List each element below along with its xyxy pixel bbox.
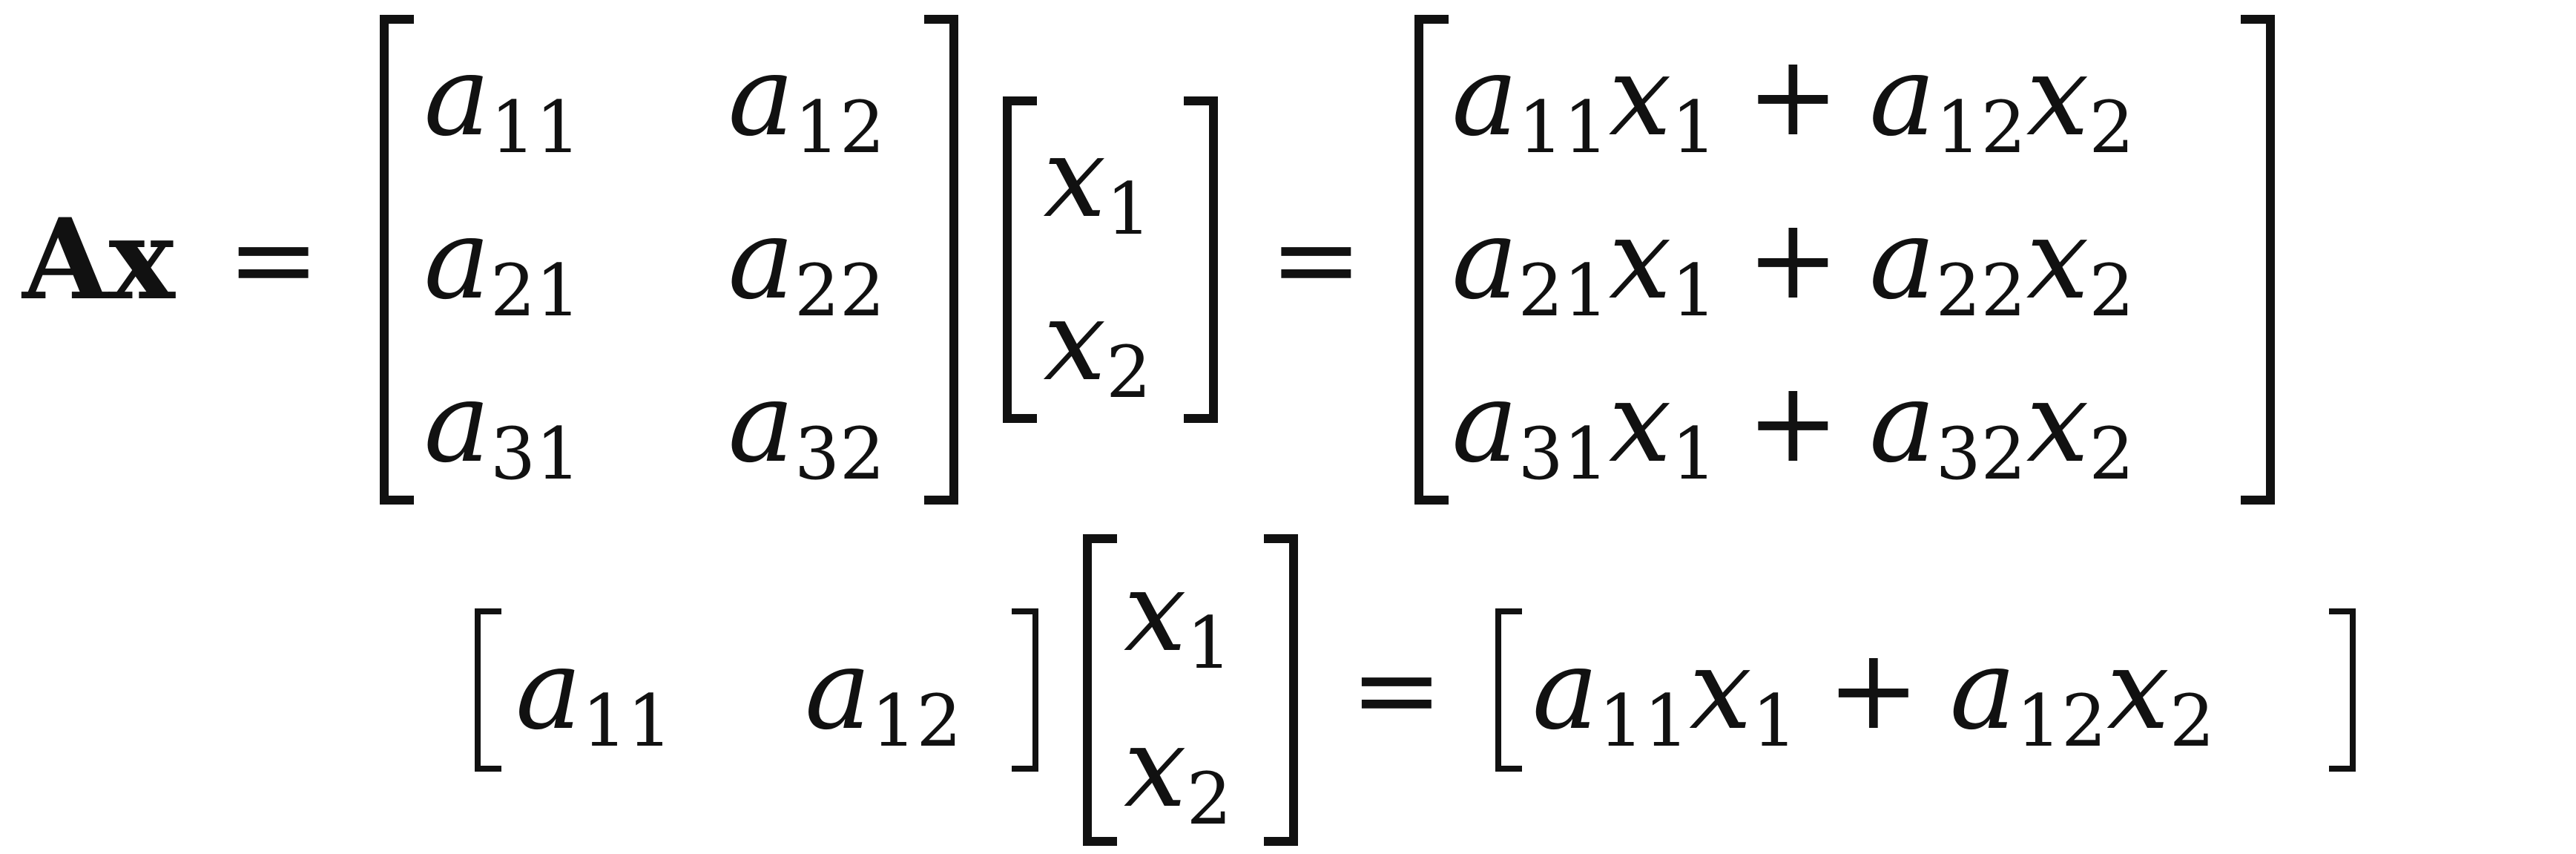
result-entry: a11x1 + a12x2 — [1452, 32, 2135, 169]
vector-x: x1 x2 — [1002, 96, 1218, 423]
entry-symbol: x2 — [2106, 625, 2215, 763]
result-entry: a31x1 + a32x2 — [1452, 358, 2135, 496]
entry-symbol: x2 — [2026, 32, 2135, 169]
matrix-entry: a11 — [424, 32, 582, 169]
row-result-entry: a11x1 + a12x2 — [1532, 625, 2215, 763]
result-entry: a21x1 + a22x2 — [1452, 195, 2135, 332]
matrix-entry: a21 — [424, 195, 582, 332]
vector-entry: x2 — [1043, 277, 1152, 414]
entry-symbol: a12 — [1949, 625, 2107, 763]
entry-symbol: a11 — [1452, 32, 1609, 169]
vector-entry: x2 — [1124, 703, 1232, 841]
entry-symbol: x2 — [2026, 195, 2135, 332]
vector-entry: x1 — [1124, 548, 1232, 685]
matrix-vector-equation: Ax = a11 a12 a21 a22 a31 a32 x1 x2 = a11x1 + a12… — [22, 7, 2276, 512]
entry-symbol: x1 — [1608, 32, 1717, 169]
entry-symbol: a12 — [1869, 32, 2026, 169]
entry-symbol: x1 — [1608, 358, 1717, 496]
entry-symbol: x2 — [2026, 358, 2135, 496]
entry-symbol: a31 — [1452, 358, 1609, 496]
equals-sign: = — [226, 195, 320, 324]
row-entry: a12 — [805, 625, 962, 763]
vector-entry: x1 — [1043, 114, 1152, 251]
row-result: a11x1 + a12x2 — [1495, 608, 2356, 772]
entry-symbol: x1 — [1608, 195, 1717, 332]
equals-sign: = — [1350, 625, 1443, 755]
entry-symbol: a21 — [1452, 195, 1609, 332]
lhs-Ax: Ax — [22, 194, 175, 325]
row-entry: a11 — [515, 625, 673, 763]
matrix-entry: a31 — [424, 358, 582, 496]
row-vector-a1: a11 a12 — [475, 608, 1038, 772]
matrix-entry: a12 — [728, 32, 886, 169]
equals-sign: = — [1269, 195, 1363, 324]
matrix-A: a11 a12 a21 a22 a31 a32 — [379, 15, 958, 505]
vector-x-second: x1 x2 — [1083, 534, 1298, 846]
matrix-entry: a32 — [728, 358, 886, 496]
entry-symbol: x1 — [1689, 625, 1797, 763]
entry-symbol: a22 — [1869, 195, 2026, 332]
entry-symbol: a11 — [1532, 625, 1690, 763]
matrix-entry: a22 — [728, 195, 886, 332]
row-times-vector-equation: a11 a12 x1 x2 = a11x1 + a12x2 — [475, 527, 2356, 853]
result-vector: a11x1 + a12x2 a21x1 + a22x2 a31x1 + a32x2 — [1414, 15, 2276, 505]
entry-symbol: a32 — [1869, 358, 2026, 496]
